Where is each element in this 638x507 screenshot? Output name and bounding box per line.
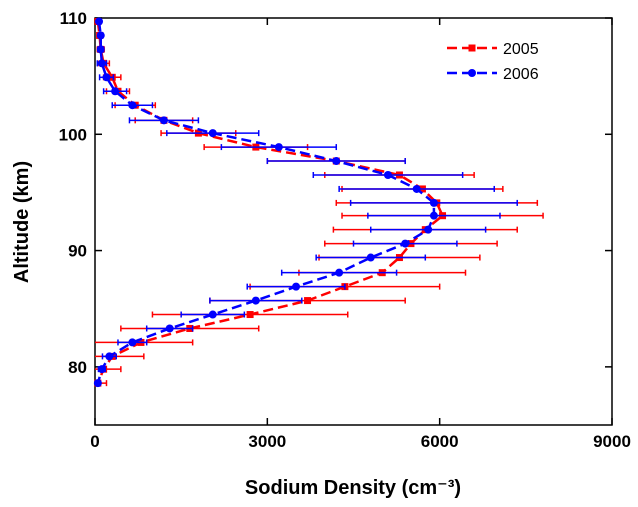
x-tick-label: 0 (90, 432, 99, 451)
data-point (246, 311, 254, 319)
data-point (366, 253, 375, 262)
data-point (102, 73, 111, 82)
data-point (332, 157, 341, 166)
plot-frame (94, 17, 613, 426)
legend-marker (468, 44, 476, 52)
data-point (165, 324, 174, 333)
y-tick-label: 80 (68, 358, 87, 377)
legend-marker (468, 69, 476, 77)
data-point (95, 17, 104, 26)
data-point (111, 87, 120, 96)
data-point (383, 170, 392, 179)
data-point (424, 225, 433, 234)
y-axis-title: Altitude (km) (11, 161, 33, 283)
data-point (93, 379, 102, 388)
data-point (304, 297, 312, 305)
data-point (274, 143, 283, 152)
data-point (159, 116, 168, 125)
y-tick-label: 100 (59, 125, 87, 144)
data-point (292, 282, 301, 291)
series-line (96, 21, 445, 384)
data-point (128, 338, 137, 347)
legend-label: 2006 (503, 66, 539, 83)
data-point (128, 101, 137, 110)
data-point (105, 352, 114, 361)
data-point (429, 211, 438, 220)
data-point (96, 45, 105, 54)
data-point (412, 184, 421, 193)
data-point (97, 59, 106, 68)
x-tick-label: 9000 (593, 432, 631, 451)
data-point (251, 296, 260, 305)
series-line (96, 21, 436, 384)
data-point (97, 365, 106, 374)
legend-label: 2005 (503, 41, 539, 58)
y-tick-label: 90 (68, 242, 87, 261)
data-point (96, 31, 105, 40)
data-point (335, 268, 344, 277)
data-point (208, 129, 217, 138)
data-point (429, 198, 438, 207)
y-tick-label: 110 (60, 9, 87, 28)
data-point (208, 310, 217, 319)
x-tick-label: 3000 (248, 432, 286, 451)
x-axis-title: Sodium Density (cm⁻³) (245, 477, 461, 499)
x-tick-label: 6000 (421, 432, 459, 451)
data-point (401, 239, 410, 248)
